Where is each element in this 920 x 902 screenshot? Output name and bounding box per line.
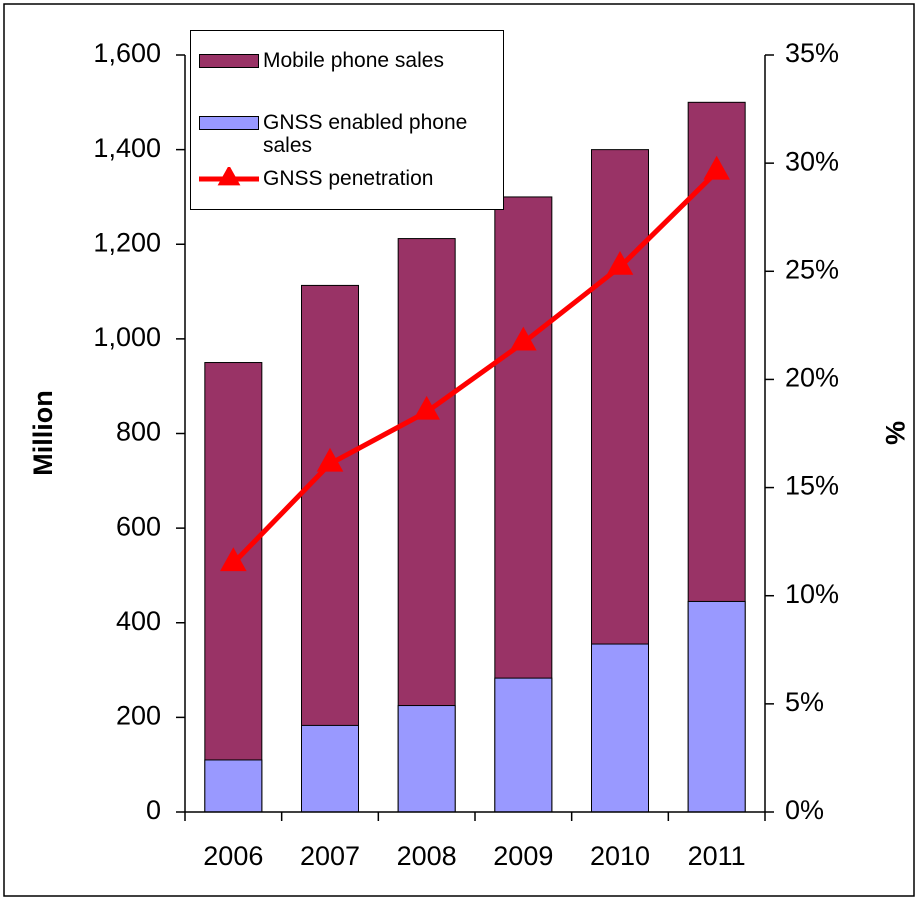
- legend-label: GNSS penetration: [263, 167, 434, 190]
- x-tick-label: 2006: [203, 841, 263, 871]
- y-tick-label: 400: [116, 606, 161, 636]
- legend-item: GNSS enabled phone sales: [199, 111, 495, 157]
- y-tick-label: 600: [116, 511, 161, 541]
- y-tick-label: 800: [116, 417, 161, 447]
- legend-item: GNSS penetration: [199, 165, 495, 190]
- y-axis-label: Million: [28, 390, 58, 475]
- line-marker: [703, 155, 730, 180]
- bar: [494, 677, 553, 813]
- y-tick-label: 200: [116, 701, 161, 731]
- y-tick-label: 1,600: [93, 38, 161, 68]
- bar: [204, 759, 263, 813]
- bar: [301, 724, 359, 813]
- bar: [301, 284, 359, 813]
- bar: [687, 600, 746, 813]
- bar: [397, 705, 456, 813]
- y2-tick-label: 30%: [785, 146, 839, 176]
- y-tick-label: 1,000: [93, 322, 161, 352]
- line-marker: [220, 547, 247, 572]
- y2-tick-label: 5%: [785, 687, 824, 717]
- legend-swatch: [199, 116, 259, 130]
- x-tick-label: 2009: [493, 841, 553, 871]
- y2-tick-label: 10%: [785, 579, 839, 609]
- legend: Mobile phone sales GNSS enabled phone sal…: [190, 30, 504, 210]
- line-marker: [413, 395, 440, 420]
- bar: [204, 362, 263, 813]
- line: [231, 170, 719, 566]
- legend-line-icon: [199, 165, 259, 186]
- y2-tick-label: 20%: [785, 363, 839, 393]
- y-tick-label: 1,200: [93, 227, 161, 257]
- line-marker: [606, 250, 634, 275]
- y-tick-label: 1,400: [93, 133, 161, 163]
- y2-tick-label: 15%: [785, 471, 839, 501]
- legend-swatch: [199, 165, 259, 189]
- legend-label: Mobile phone sales: [263, 49, 444, 72]
- legend-item: Mobile phone sales: [199, 49, 495, 72]
- line-marker: [316, 447, 344, 472]
- legend-swatch: [199, 54, 259, 68]
- legend-label: GNSS enabled phone sales: [263, 111, 468, 157]
- legend-marker: [217, 165, 241, 186]
- bar: [591, 643, 649, 813]
- y2-axis-label: %: [880, 421, 910, 445]
- x-tick-label: 2007: [300, 841, 360, 871]
- x-tick-label: 2008: [397, 841, 457, 871]
- y2-tick-label: 25%: [785, 254, 839, 284]
- line-marker: [510, 326, 537, 351]
- x-tick-label: 2010: [590, 841, 650, 871]
- y2-tick-label: 35%: [785, 38, 839, 68]
- y-tick-label: 0: [146, 795, 161, 825]
- y2-tick-label: 0%: [785, 795, 824, 825]
- x-tick-label: 2011: [688, 841, 746, 871]
